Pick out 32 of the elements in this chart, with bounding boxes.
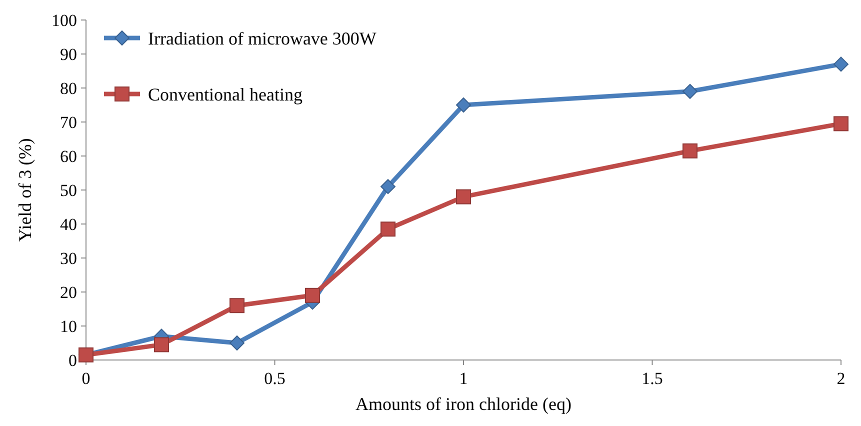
point	[305, 288, 320, 303]
y-tick-label: 60	[60, 146, 77, 166]
point	[682, 84, 698, 99]
x-axis-title: Amounts of iron chloride (eq)	[356, 394, 572, 414]
x-tick-label: 0.5	[264, 369, 286, 388]
point	[380, 179, 396, 194]
y-tick-label: 90	[60, 44, 77, 64]
x-tick-label: 1	[459, 369, 468, 388]
point	[682, 143, 698, 158]
point	[834, 116, 848, 132]
x-tick-label: 0	[82, 369, 90, 388]
point	[456, 98, 471, 112]
y-tick-label: 20	[60, 282, 77, 302]
y-tick-label: 80	[60, 78, 77, 98]
y-axis-title: Yield of 3 (%)	[15, 138, 35, 242]
y-tick-label: 0	[68, 350, 77, 370]
x-tick-label: 1.5	[642, 369, 663, 388]
y-tick-label: 100	[52, 10, 77, 30]
point	[230, 298, 244, 314]
x-tick-label: 2	[836, 369, 846, 388]
legend-label: Irradiation of microwave 300W	[148, 28, 376, 48]
y-tick-label: 50	[60, 180, 77, 200]
y-tick-label: 70	[60, 112, 77, 132]
point	[230, 336, 244, 350]
legend-label: Conventional heating	[148, 84, 302, 104]
y-tick-label: 10	[60, 316, 77, 336]
point	[456, 189, 471, 204]
point	[154, 337, 169, 352]
y-tick-label: 40	[60, 214, 77, 234]
point	[380, 222, 396, 237]
point	[834, 56, 848, 72]
y-tick-label: 30	[60, 248, 77, 268]
